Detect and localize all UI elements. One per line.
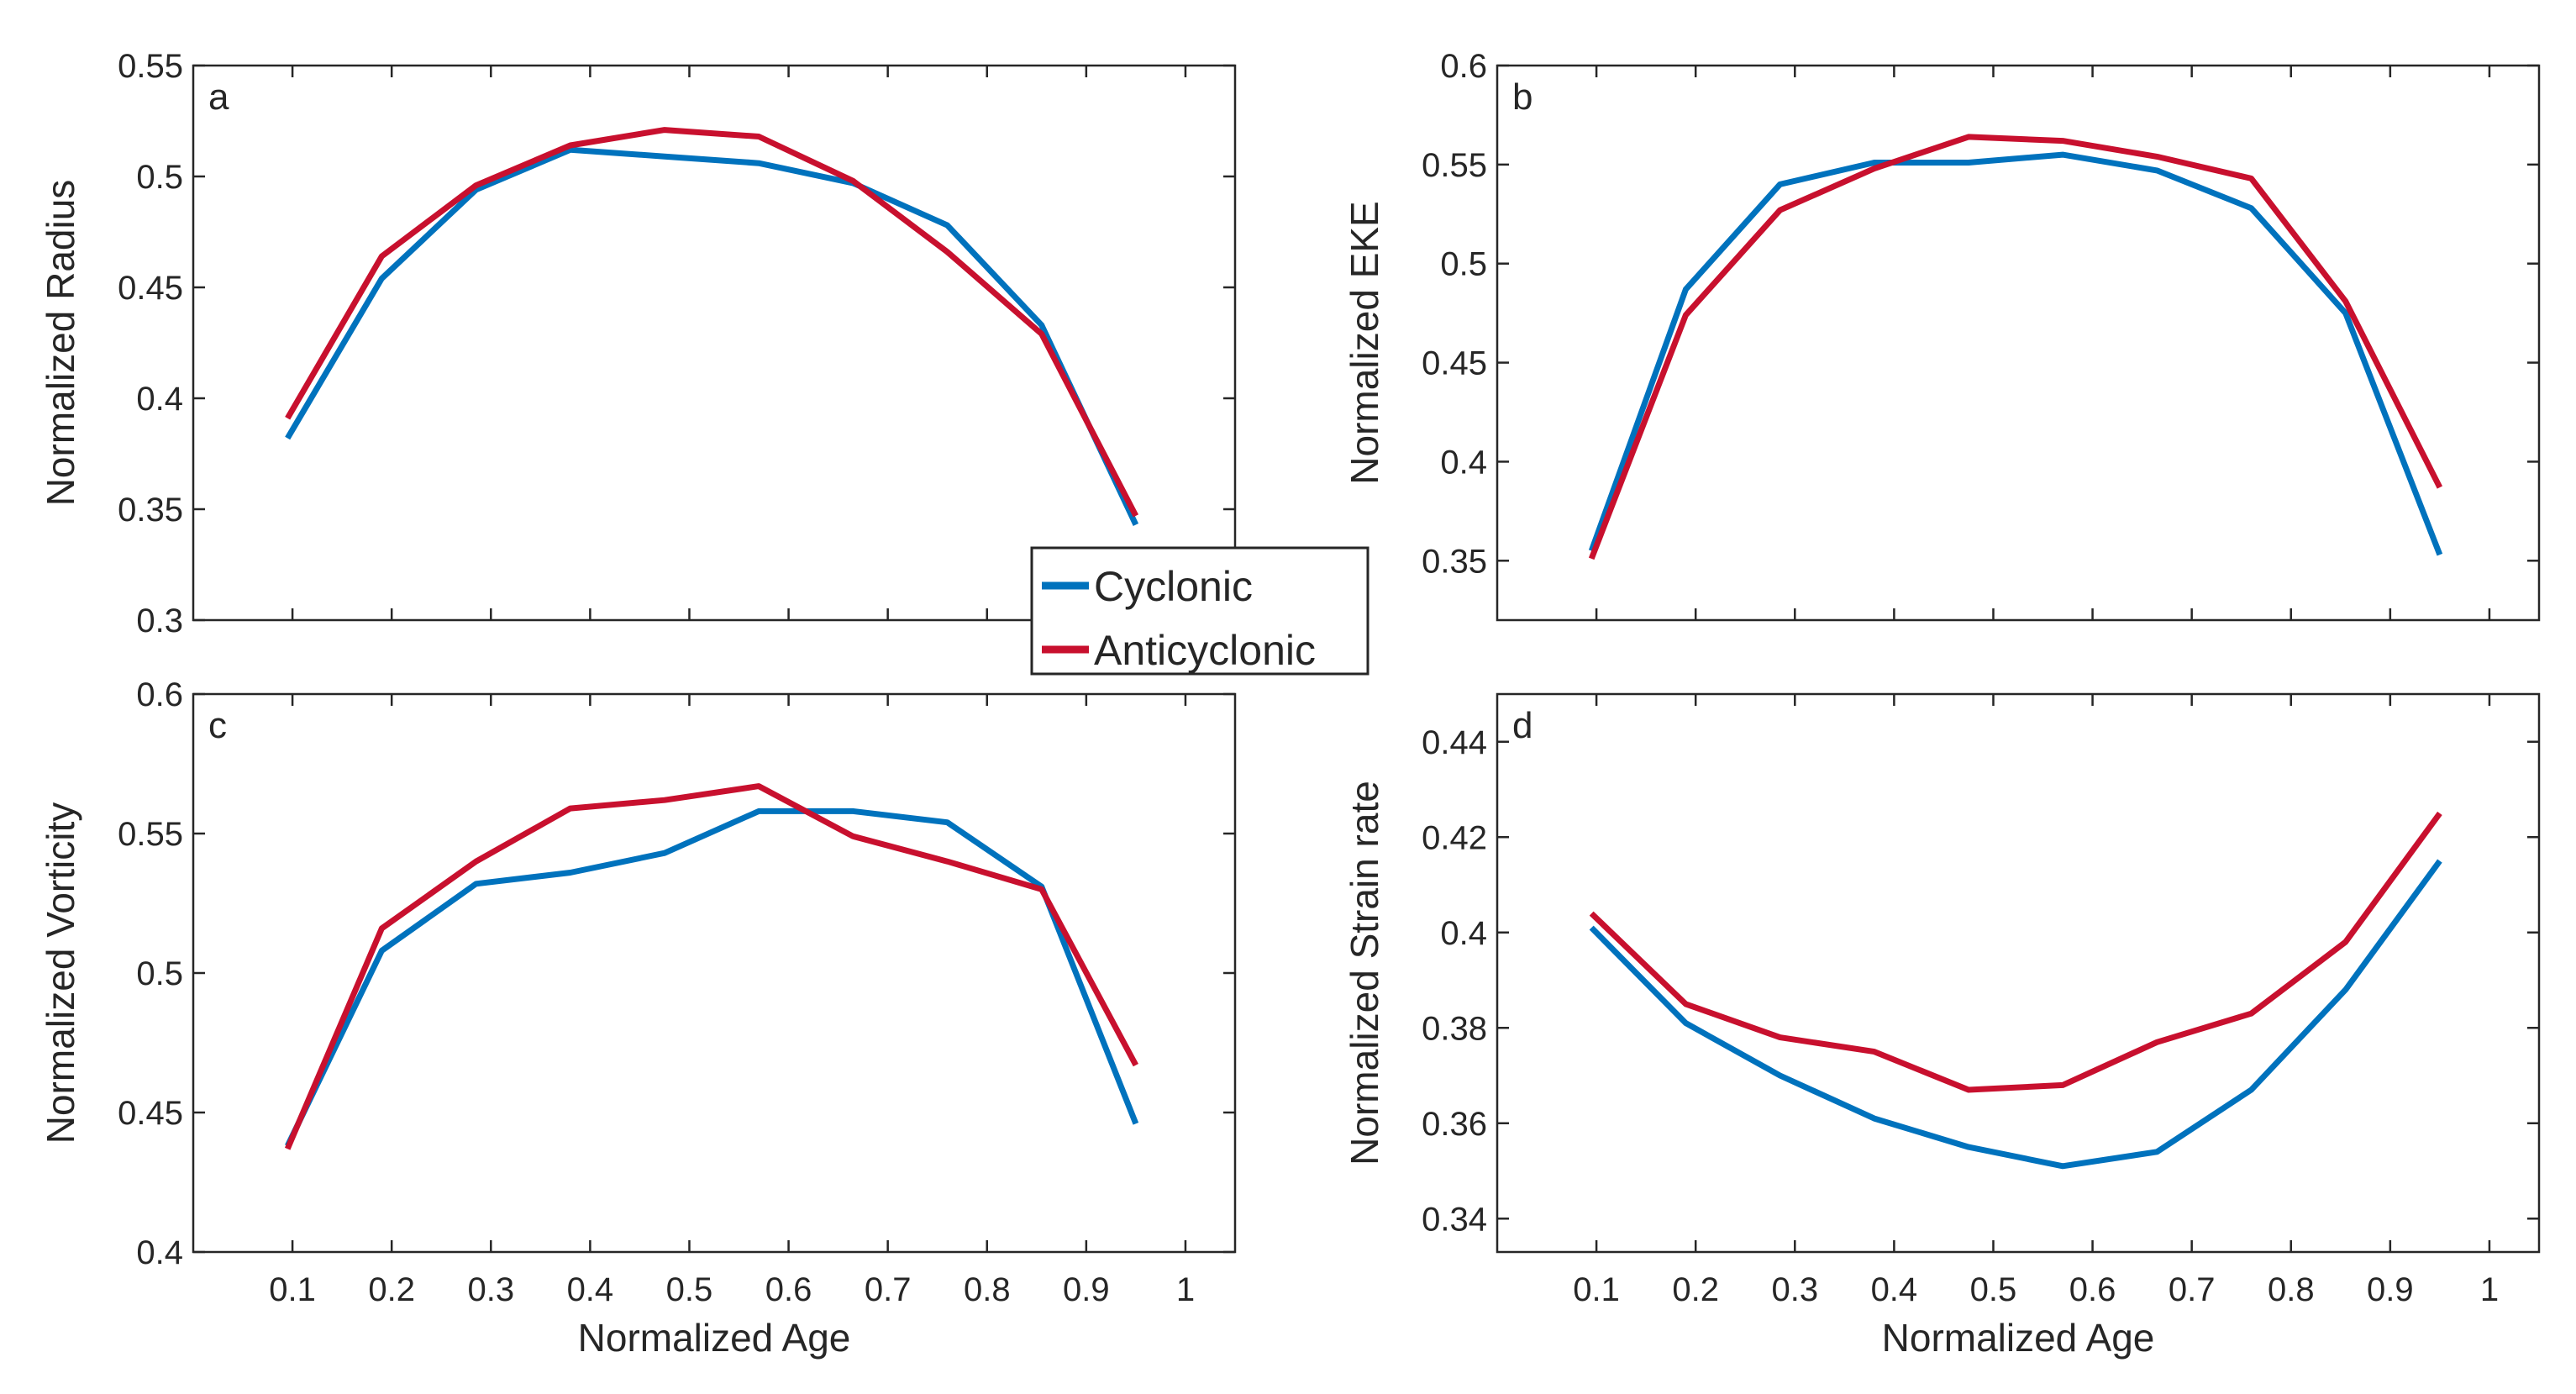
y-tick-label-b: 0.55 xyxy=(1422,147,1487,184)
y-axis-label-c: Normalized Vorticity xyxy=(39,802,82,1144)
y-tick-label-d: 0.34 xyxy=(1422,1201,1487,1238)
panel-letter-a: a xyxy=(208,76,229,118)
x-tick-label-c: 0.7 xyxy=(865,1271,912,1308)
x-tick-label-d: 0.5 xyxy=(1970,1271,2017,1308)
y-tick-label-b: 0.5 xyxy=(1440,246,1487,283)
y-tick-label-a: 0.5 xyxy=(136,159,183,196)
x-tick-label-c: 1 xyxy=(1176,1271,1195,1308)
series-line-anticyclonic-a xyxy=(285,127,1139,518)
y-tick-label-d: 0.44 xyxy=(1422,724,1487,761)
y-tick-label-c: 0.5 xyxy=(136,955,183,992)
x-tick-label-d: 0.9 xyxy=(2367,1271,2414,1308)
legend-label-cyclonic: Cyclonic xyxy=(1094,563,1253,610)
series-line-cyclonic-c xyxy=(285,807,1139,1148)
x-tick-label-c: 0.8 xyxy=(964,1271,1011,1308)
y-tick-label-d: 0.38 xyxy=(1422,1010,1487,1047)
x-tick-label-c: 0.3 xyxy=(467,1271,514,1308)
series-line-cyclonic-b xyxy=(1588,151,2443,556)
y-tick-label-c: 0.4 xyxy=(136,1234,183,1271)
y-tick-label-b: 0.6 xyxy=(1440,48,1487,85)
legend-label-anticyclonic: Anticyclonic xyxy=(1094,627,1316,674)
panel-letter-d: d xyxy=(1512,705,1532,746)
series-line-anticyclonic-d xyxy=(1589,811,2442,1093)
y-tick-label-a: 0.35 xyxy=(118,492,183,529)
y-tick-label-d: 0.42 xyxy=(1422,819,1487,856)
x-tick-label-c: 0.9 xyxy=(1063,1271,1110,1308)
y-tick-label-a: 0.55 xyxy=(118,48,183,85)
series-line-cyclonic-d xyxy=(1589,859,2442,1170)
panel-letter-b: b xyxy=(1512,76,1532,118)
panel-d: 0.1 0.2 0.3 0.4 0.5 0.6 0.7 0.8 0.9 1 0.34 0.36 0.38… xyxy=(1343,692,2541,1360)
x-axis-label-c: Normalized Age xyxy=(578,1316,851,1360)
y-tick-label-c: 0.6 xyxy=(136,676,183,713)
y-axis-label-d: Normalized Strain rate xyxy=(1343,781,1386,1165)
axes-box-a xyxy=(192,64,1237,622)
series-line-anticyclonic-c xyxy=(284,783,1138,1150)
y-axis-label-a: Normalized Radius xyxy=(39,180,82,507)
series-line-anticyclonic-b xyxy=(1588,134,2443,560)
y-tick-label-c: 0.55 xyxy=(118,816,183,853)
panel-b: 0.35 0.4 0.45 0.5 0.55 0.6 b Normalized EKE xyxy=(1343,48,2541,622)
x-tick-label-d: 0.3 xyxy=(1771,1271,1818,1308)
y-tick-label-b: 0.4 xyxy=(1440,444,1487,481)
series-line-cyclonic-a xyxy=(285,146,1139,526)
x-tick-label-c: 0.2 xyxy=(368,1271,415,1308)
panel-c: 0.1 0.2 0.3 0.4 0.5 0.6 0.7 0.8 0.9 1 0.4 0.45 0.5 0.… xyxy=(39,676,1237,1360)
y-tick-label-a: 0.3 xyxy=(136,602,183,639)
x-tick-label-d: 1 xyxy=(2480,1271,2499,1308)
axes-box-b xyxy=(1496,64,2541,622)
legend: Cyclonic Anticyclonic xyxy=(1030,546,1369,676)
x-tick-label-d: 0.2 xyxy=(1672,1271,1719,1308)
y-tick-label-d: 0.36 xyxy=(1422,1106,1487,1143)
x-tick-label-d: 0.7 xyxy=(2169,1271,2216,1308)
y-tick-label-c: 0.45 xyxy=(118,1095,183,1132)
x-tick-label-c: 0.1 xyxy=(269,1271,316,1308)
x-tick-label-c: 0.5 xyxy=(666,1271,713,1308)
x-tick-label-d: 0.8 xyxy=(2268,1271,2315,1308)
y-tick-label-a: 0.4 xyxy=(136,381,183,418)
x-axis-label-d: Normalized Age xyxy=(1882,1316,2155,1360)
x-tick-label-d: 0.4 xyxy=(1871,1271,1918,1308)
panel-a: 0.3 0.35 0.4 0.45 0.5 0.55 a Normalized Radius xyxy=(39,48,1237,639)
y-tick-label-b: 0.35 xyxy=(1422,543,1487,580)
y-tick-label-a: 0.45 xyxy=(118,270,183,307)
axes-box-c xyxy=(192,692,1237,1254)
x-tick-label-c: 0.4 xyxy=(567,1271,614,1308)
x-tick-label-d: 0.6 xyxy=(2069,1271,2116,1308)
x-tick-label-d: 0.1 xyxy=(1573,1271,1620,1308)
y-tick-label-d: 0.4 xyxy=(1440,915,1487,952)
panel-letter-c: c xyxy=(208,705,227,746)
y-axis-label-b: Normalized EKE xyxy=(1343,201,1386,484)
x-tick-label-c: 0.6 xyxy=(765,1271,812,1308)
y-tick-label-b: 0.45 xyxy=(1422,345,1487,382)
